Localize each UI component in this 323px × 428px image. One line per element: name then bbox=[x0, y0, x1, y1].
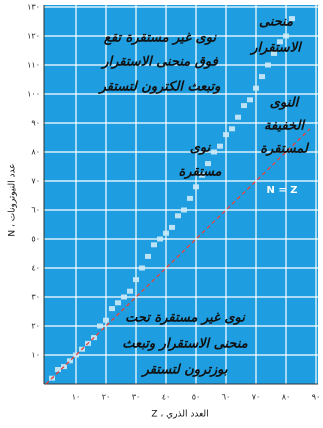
data-point bbox=[163, 230, 169, 236]
x-tick-label: ٧٠ bbox=[252, 393, 261, 402]
data-point bbox=[97, 323, 103, 329]
data-point bbox=[133, 277, 139, 283]
y-tick-label: ٨٠ bbox=[31, 148, 40, 157]
data-point bbox=[175, 213, 181, 219]
annotation: فوق منحنى الاستقرار bbox=[100, 55, 218, 70]
annotation: منحنى الاستقرار وتبعث bbox=[122, 337, 247, 352]
data-point bbox=[259, 74, 265, 80]
data-point bbox=[67, 358, 73, 364]
annotation: النوى bbox=[270, 96, 301, 111]
data-point bbox=[205, 161, 211, 167]
x-tick-label: ٩٠ bbox=[312, 393, 321, 402]
data-point bbox=[277, 39, 283, 45]
x-tick-label: ١٠ bbox=[72, 393, 81, 402]
data-point bbox=[109, 306, 115, 312]
data-point bbox=[61, 364, 67, 370]
data-point bbox=[157, 236, 163, 242]
data-point bbox=[103, 317, 109, 323]
y-tick-label: ٧٠ bbox=[31, 177, 40, 186]
annotation: بوزترون لتستقر bbox=[141, 363, 228, 378]
annotation: مستقرة bbox=[178, 165, 221, 180]
annotation: منحنى bbox=[259, 15, 293, 30]
annotation: نوى bbox=[190, 141, 212, 156]
data-point bbox=[187, 195, 193, 201]
y-tick-label: ٢٠ bbox=[31, 322, 40, 331]
data-point bbox=[151, 242, 157, 248]
data-point bbox=[193, 184, 199, 190]
y-axis-label: عدد النيوترونات ، N bbox=[8, 163, 18, 236]
data-point bbox=[217, 143, 223, 149]
data-point bbox=[115, 300, 121, 306]
data-point bbox=[271, 50, 277, 56]
data-point bbox=[223, 132, 229, 138]
plot-background bbox=[44, 5, 318, 384]
y-tick-label: ١٣٠ bbox=[27, 3, 40, 12]
data-point bbox=[127, 288, 133, 294]
y-tick-label: ١١٠ bbox=[27, 61, 40, 70]
data-point bbox=[247, 97, 253, 103]
annotation: وتبعث الكترون لتستقر bbox=[98, 80, 221, 95]
y-tick-label: ٦٠ bbox=[31, 206, 40, 215]
y-tick-label: ٣٠ bbox=[31, 293, 40, 302]
y-tick-label: ٤٠ bbox=[31, 264, 40, 273]
annotation: لمستقرة bbox=[260, 142, 310, 157]
annotation: الاستقرار bbox=[249, 41, 303, 56]
data-point bbox=[121, 294, 127, 300]
annotation: نوى غير مستقرة تحت bbox=[125, 311, 246, 326]
y-tick-label: ٩٠ bbox=[31, 119, 40, 128]
data-point bbox=[229, 126, 235, 132]
x-tick-label: ٥٠ bbox=[192, 393, 201, 402]
y-tick-label: ٥٠ bbox=[31, 235, 40, 244]
data-point bbox=[283, 33, 289, 39]
data-point bbox=[139, 265, 145, 271]
data-point bbox=[169, 224, 175, 230]
x-tick-label: ٢٠ bbox=[102, 393, 111, 402]
y-tick-label: ١٠ bbox=[31, 351, 40, 360]
data-point bbox=[145, 253, 151, 259]
annotation: الخفيفة bbox=[264, 119, 306, 134]
annotation: N = Z bbox=[267, 185, 298, 196]
x-tick-label: ٦٠ bbox=[222, 393, 231, 402]
y-tick-label: ١٢٠ bbox=[27, 32, 40, 41]
data-point bbox=[55, 367, 61, 372]
data-point bbox=[235, 114, 241, 120]
data-point bbox=[199, 172, 205, 178]
data-point bbox=[289, 16, 295, 22]
x-tick-label: ٣٠ bbox=[132, 393, 141, 402]
data-point bbox=[241, 103, 247, 109]
data-point bbox=[265, 62, 271, 68]
data-point bbox=[73, 352, 79, 358]
y-tick-label: ١٠٠ bbox=[27, 90, 40, 99]
x-tick-label: ٤٠ bbox=[162, 393, 171, 402]
x-axis-label: العدد الذري ، Z bbox=[151, 410, 208, 420]
annotation: نوى غير مستقرة تقع bbox=[104, 31, 218, 46]
data-point bbox=[253, 85, 259, 91]
x-tick-label: ٨٠ bbox=[282, 393, 291, 402]
data-point bbox=[181, 207, 187, 213]
reference-line bbox=[45, 128, 311, 385]
data-point bbox=[211, 149, 217, 155]
